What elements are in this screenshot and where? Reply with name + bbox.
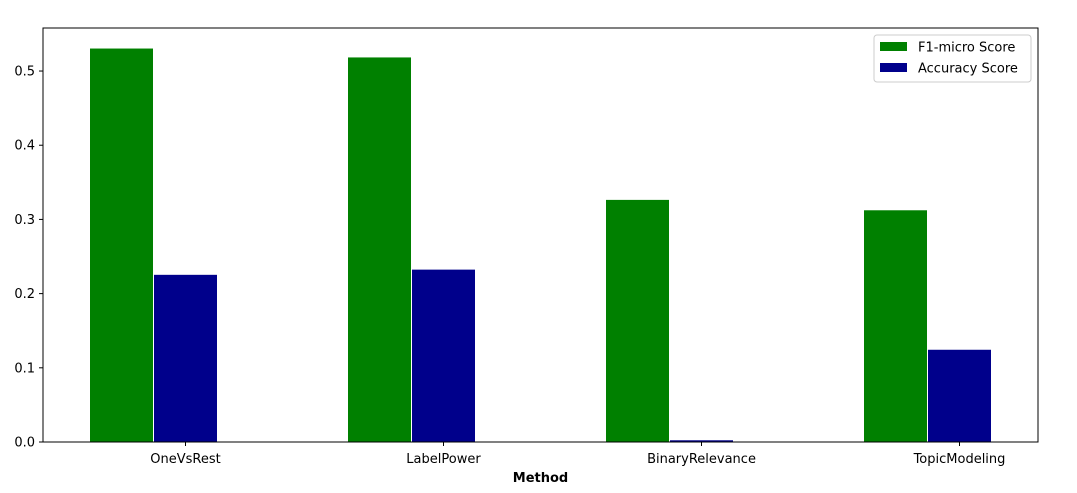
legend: F1-micro Score Accuracy Score — [873, 34, 1032, 83]
y-axis: 0.0 0.1 0.2 0.3 0.4 0.5 — [14, 65, 43, 451]
x-tick-label: LabelPower — [406, 452, 481, 467]
bar-binaryrelevance-f1-micro-score — [605, 198, 670, 443]
x-axis: OneVsRest LabelPower BinaryRelevance TopicM… — [150, 442, 1005, 467]
legend-label: Accuracy Score — [918, 62, 1018, 77]
bar-labelpower-accuracy-score — [411, 268, 476, 443]
legend-swatch — [880, 42, 907, 51]
legend-swatch — [880, 63, 907, 72]
bars-group — [89, 47, 992, 443]
y-tick-label: 0.2 — [14, 287, 35, 302]
bar-topicmodeling-f1-micro-score — [863, 209, 928, 443]
y-tick-label: 0.0 — [14, 436, 35, 451]
bar-topicmodeling-accuracy-score — [927, 348, 992, 443]
plot-frame — [42, 27, 1039, 443]
legend-label: F1-micro Score — [918, 41, 1015, 56]
x-tick-label: BinaryRelevance — [647, 452, 756, 467]
bar-labelpower-f1-micro-score — [347, 56, 412, 443]
y-tick-label: 0.1 — [14, 361, 35, 376]
y-tick-label: 0.3 — [14, 213, 35, 228]
bar-onevsrest-accuracy-score — [153, 273, 218, 443]
x-axis-label: Method — [513, 471, 568, 486]
bar-onevsrest-f1-micro-score — [89, 47, 154, 443]
legend-box — [873, 34, 1032, 83]
y-tick-label: 0.4 — [14, 139, 35, 154]
x-tick-label: OneVsRest — [150, 452, 220, 467]
y-tick-label: 0.5 — [14, 65, 35, 80]
x-tick-label: TopicModeling — [913, 452, 1006, 467]
